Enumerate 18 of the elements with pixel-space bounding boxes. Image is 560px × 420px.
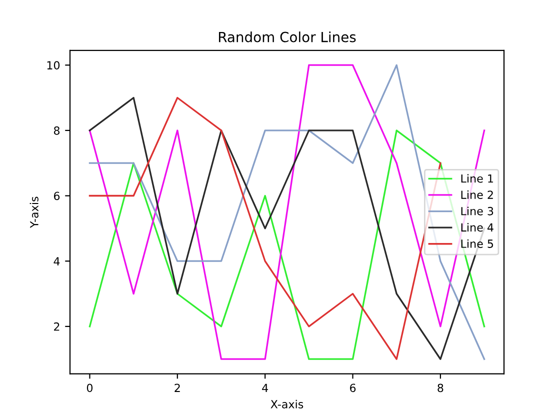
y-tick-label: 4 — [54, 257, 60, 266]
y-axis-title: Y-axis — [30, 196, 38, 228]
y-tick-label: 6 — [54, 192, 60, 200]
y-tick-label: 10 — [47, 61, 60, 70]
legend-label: Line 3 — [461, 206, 494, 216]
x-tick-label: 6 — [350, 384, 356, 392]
x-tick-label: 0 — [86, 384, 93, 392]
chart-title: Random Color Lines — [218, 32, 356, 42]
legend-label: Line 5 — [461, 239, 494, 248]
x-tick-label: 2 — [174, 384, 180, 392]
y-tick-label: 8 — [54, 126, 60, 135]
x-tick-label: 8 — [438, 384, 444, 392]
x-axis-title: X-axis — [270, 400, 304, 408]
legend-label: Line 4 — [461, 223, 494, 232]
legend-label: Line 2 — [461, 190, 493, 200]
x-tick-label: 4 — [262, 384, 268, 392]
y-tick-label: 2 — [54, 322, 60, 331]
legend-label: Line 1 — [461, 174, 493, 183]
